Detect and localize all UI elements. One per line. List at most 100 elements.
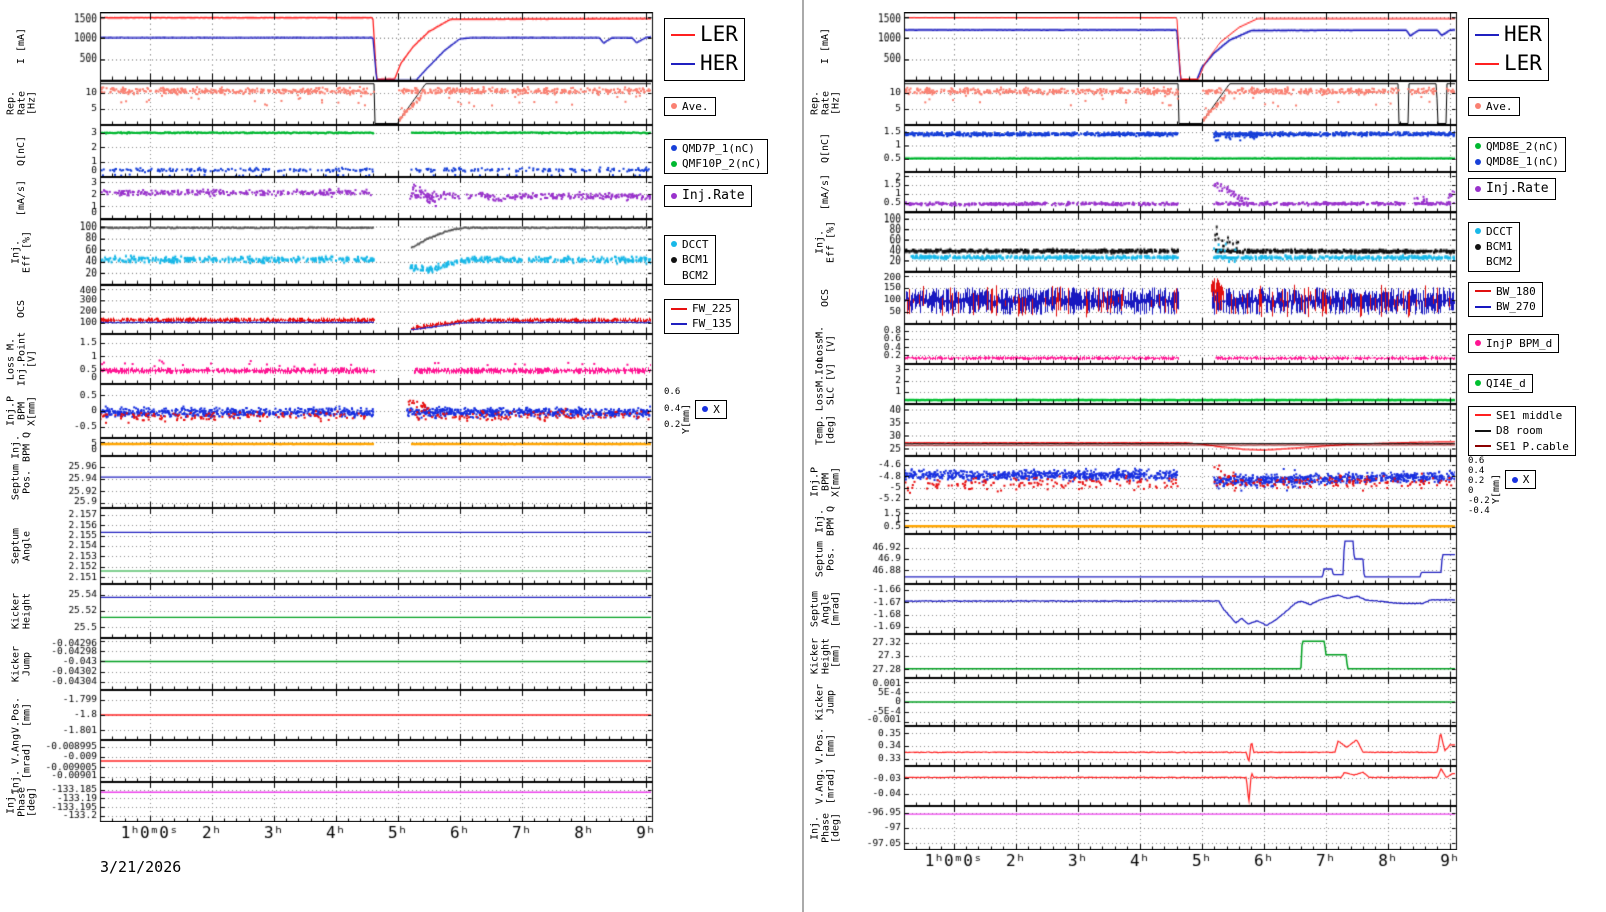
legend-label: HER	[700, 51, 738, 76]
legend: Inj.Rate	[664, 184, 752, 207]
panel-her-inj-bpm-q: Inj. BPM Q	[804, 505, 1606, 536]
xaxis-spacer	[0, 822, 44, 856]
legend-entry-qi4e-d: QI4E_d	[1475, 376, 1526, 391]
legend-cell-ocs: FW_225 FW_135	[656, 285, 802, 334]
panel-her-injp-bpm-x: Inj.P BPM X[mm] 0.6 0.4 0.2 0 -0.2 -0.4 Y[mm] X	[804, 455, 1604, 516]
y-axis-label-charge: Q[nC]	[804, 125, 848, 172]
legend-label: SE1 middle	[1496, 408, 1563, 422]
her-kicker-height-plot	[848, 633, 1460, 678]
legend-cell-v-pos	[656, 690, 802, 740]
y-axis-label-text: Septum Angle	[10, 527, 33, 564]
dot-marker-icon	[1475, 340, 1481, 347]
line-marker-icon	[1475, 414, 1491, 417]
ler-charge-plot	[44, 124, 656, 177]
legend-entry-x: X	[702, 402, 720, 417]
legend-entry-her: HER	[1475, 20, 1542, 49]
legend-cell-rep-rate: Ave.	[656, 81, 802, 125]
y-axis-label-text: Rep. Rate [Hz]	[809, 90, 842, 115]
line-marker-icon	[1475, 63, 1499, 66]
her-lossm-ion-plot	[848, 363, 1460, 404]
legend-label: Inj.Rate	[1486, 180, 1549, 196]
dot-marker-icon	[671, 192, 677, 199]
panel-ler-charge: Q[nC] QMD7P_1(nC) QMF10P_2(nC)	[0, 124, 802, 177]
line-marker-icon	[1475, 290, 1491, 293]
y-axis-label-text: Septum Angle [mrad]	[809, 590, 842, 627]
xaxis-legend-spacer	[1460, 850, 1606, 884]
line-marker-icon	[671, 307, 687, 310]
panel-ler-v-pos: V.Pos. [mm]	[0, 689, 802, 740]
legend-label: LER	[700, 22, 738, 46]
y-axis-label-inj-rate: [mA/s]	[804, 172, 848, 212]
legend-label: DCCT	[1486, 224, 1513, 238]
y-axis-label-temp: Temp. [deg]	[804, 404, 848, 456]
dot-marker-icon	[1511, 476, 1518, 483]
legend-cell-temp: SE1 middle D8 room SE1 P.cable	[1460, 404, 1606, 456]
panel-ler-inj-phase: Inj. Phase [deg]	[0, 781, 802, 822]
legend-label: LER	[1504, 51, 1542, 76]
panel-ler-v-ang: Inj. V.Ang. [mrad]	[0, 728, 802, 794]
her-v-ang-plot	[848, 765, 1460, 806]
y-axis-label-v-ang: Inj. V.Ang. [mrad]	[0, 728, 44, 794]
xaxis-legend-spacer	[656, 822, 802, 856]
y-axis-label-inj-eff: Inj. Eff [%]	[0, 219, 44, 285]
legend-cell-current: LER HER	[656, 12, 802, 81]
y-axis-label-current: I [mA]	[804, 12, 848, 81]
panel-her-lossm: LossM. [V] InjP BPM_d	[804, 323, 1604, 364]
panel-ler-inj-bpm-q: Inj. BPM Q	[0, 432, 802, 462]
y-axis-label-v-ang: V.Ang. [mrad]	[804, 766, 848, 806]
panel-her-rep-rate: Rep. Rate [Hz] Ave.	[804, 80, 1604, 125]
y-axis-label-inj-bpm-q: Inj. BPM Q	[804, 505, 848, 536]
her-inj-rate-plot	[848, 171, 1460, 212]
panel-ler-inj-eff: Inj. Eff [%] DCCT BCM1 BCM2	[0, 218, 802, 285]
legend-cell-septum-angle	[656, 508, 802, 584]
legend-cell-inj-bpm-q	[1460, 508, 1606, 534]
legend: QMD8E_2(nC) QMD8E_1(nC)	[1468, 136, 1566, 172]
legend: Inj.Rate	[1468, 177, 1556, 200]
ler-inj-phase-plot	[44, 781, 656, 822]
y-axis-label-v-pos: V.Pos. [mm]	[804, 726, 848, 766]
legend-label: BCM1	[1486, 239, 1513, 253]
legend-entry-bcm1: BCM1	[671, 252, 709, 267]
legend-label: X	[713, 402, 720, 416]
her-v-pos-plot	[848, 725, 1460, 766]
right-axis-tick: 0.2	[664, 420, 681, 431]
y-axis-label-text: Rep. Rate [Hz]	[5, 90, 38, 115]
legend: DCCT BCM1 BCM2	[664, 234, 716, 285]
dot-marker-icon	[671, 256, 677, 263]
ler-septum-pos-plot	[44, 455, 656, 508]
legend-entry-ler: LER	[671, 20, 738, 49]
panel-ler-kicker-height: Kicker Height	[0, 583, 802, 638]
dot-marker-icon	[671, 272, 677, 278]
legend-entry-inj-rate: Inj.Rate	[671, 187, 745, 205]
y-axis-label-charge: Q[nC]	[0, 125, 44, 177]
her-septum-pos-plot	[848, 533, 1460, 584]
panel-her-ocs: OCS BW_180 BW_270	[804, 271, 1604, 324]
legend: LER HER	[664, 18, 745, 81]
y-axis-label-text: Inj. BPM Q	[814, 505, 837, 536]
column-her: I [mA] HER LER Rep. Rate [Hz] Ave. Q[nC] QMD8E…	[802, 0, 1604, 912]
legend: Ave.	[664, 96, 716, 117]
legend: FW_225 FW_135	[664, 298, 739, 334]
legend-entry-se1-middle: SE1 middle	[1475, 408, 1569, 423]
y-axis-label-injp-bpm-x: Inj.P BPM X[mm]	[804, 456, 848, 508]
y-axis-label-text: Kicker Jump	[10, 645, 33, 682]
panel-her-kicker-height: Kicker Height [mm]	[804, 633, 1604, 678]
panel-her-inj-eff: Inj. Eff [%] DCCT BCM1 BCM2	[804, 211, 1604, 272]
legend: X	[1504, 469, 1537, 490]
legend: QMD7P_1(nC) QMF10P_2(nC)	[664, 138, 769, 174]
y-axis-label-text: I [mA]	[819, 28, 831, 65]
her-injp-bpm-x-plot	[848, 455, 1460, 508]
right-axis-ticks: 0.6 0.4 0.2	[664, 384, 680, 434]
xaxis-spacer	[804, 850, 848, 884]
legend-label: BW_270	[1496, 300, 1536, 314]
date-label: 3/21/2026	[100, 857, 182, 876]
y-axis-label-septum-angle: Septum Angle [mrad]	[804, 584, 848, 634]
y-axis-label-text: Q[nC]	[15, 135, 27, 166]
legend-cell-inj-phase	[656, 782, 802, 822]
ler-xaxis	[44, 821, 656, 856]
right-axis-tick: 0.2	[1468, 475, 1485, 486]
legend-entry-ave: Ave.	[1475, 99, 1513, 114]
panel-her-current: I [mA] HER LER	[804, 12, 1604, 81]
her-current-plot	[848, 12, 1460, 81]
